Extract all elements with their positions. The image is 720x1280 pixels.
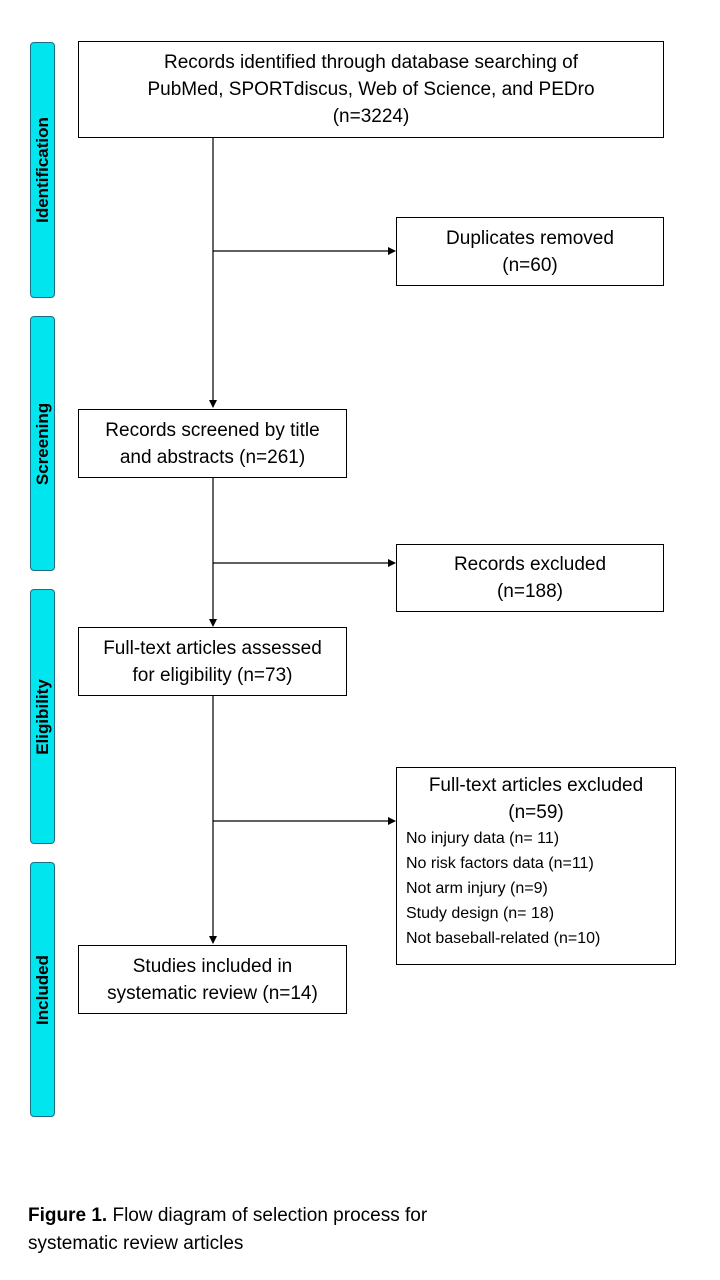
fulltext-excluded-line-1: Full-text articles excluded bbox=[428, 775, 644, 796]
phase-eligibility: Eligibility bbox=[30, 589, 55, 844]
duplicates-removed-line-1: Duplicates removed bbox=[446, 227, 614, 249]
fulltext-assessed-line-1: Full-text articles assessed bbox=[103, 637, 322, 659]
exclusion-reason: Not arm injury (n=9) bbox=[406, 880, 548, 897]
records-screened-line-2: and abstracts (n=261) bbox=[119, 446, 306, 468]
records-excluded-line-2: (n=188) bbox=[496, 581, 564, 602]
phase-included: Included bbox=[30, 862, 55, 1117]
fulltext-excluded-box: Full-text articles excluded (n=59) No in… bbox=[396, 767, 676, 965]
phase-identification: Identification bbox=[30, 42, 55, 298]
studies-included-line-2: systematic review (n=14) bbox=[107, 982, 318, 1004]
exclusion-reason: No injury data (n= 11) bbox=[406, 830, 560, 847]
records-screened-box: Records screened by title and abstracts … bbox=[78, 409, 347, 478]
figure-caption: Figure 1. Flow diagram of selection proc… bbox=[28, 1202, 508, 1258]
phase-screening: Screening bbox=[30, 316, 55, 571]
duplicates-removed-line-2: (n=60) bbox=[502, 254, 558, 276]
records-identified-line-1: Records identified through database sear… bbox=[163, 52, 579, 73]
exclusion-reason: Study design (n= 18) bbox=[406, 905, 555, 922]
records-identified-box: Records identified through database sear… bbox=[78, 41, 664, 138]
exclusion-reason: Not baseball-related (n=10) bbox=[406, 930, 601, 947]
studies-included-box: Studies included in systematic review (n… bbox=[78, 945, 347, 1014]
records-screened-line-1: Records screened by title bbox=[105, 419, 320, 441]
figure-caption-text: Flow diagram of selection process for sy… bbox=[28, 1205, 428, 1254]
records-identified-line-3: (n=3224) bbox=[332, 106, 410, 127]
records-identified-line-2: PubMed, SPORTdiscus, Web of Science, and… bbox=[147, 79, 595, 100]
records-excluded-line-1: Records excluded bbox=[453, 554, 607, 575]
exclusion-reason: No risk factors data (n=11) bbox=[406, 855, 594, 872]
studies-included-line-1: Studies included in bbox=[132, 955, 293, 977]
records-excluded-box: Records excluded (n=188) bbox=[396, 544, 664, 612]
fulltext-excluded-line-2: (n=59) bbox=[508, 802, 564, 823]
figure-caption-label: Figure 1. bbox=[28, 1205, 108, 1226]
fulltext-assessed-box: Full-text articles assessed for eligibil… bbox=[78, 627, 347, 696]
duplicates-removed-box: Duplicates removed (n=60) bbox=[396, 217, 664, 286]
fulltext-assessed-line-2: for eligibility (n=73) bbox=[132, 664, 293, 686]
